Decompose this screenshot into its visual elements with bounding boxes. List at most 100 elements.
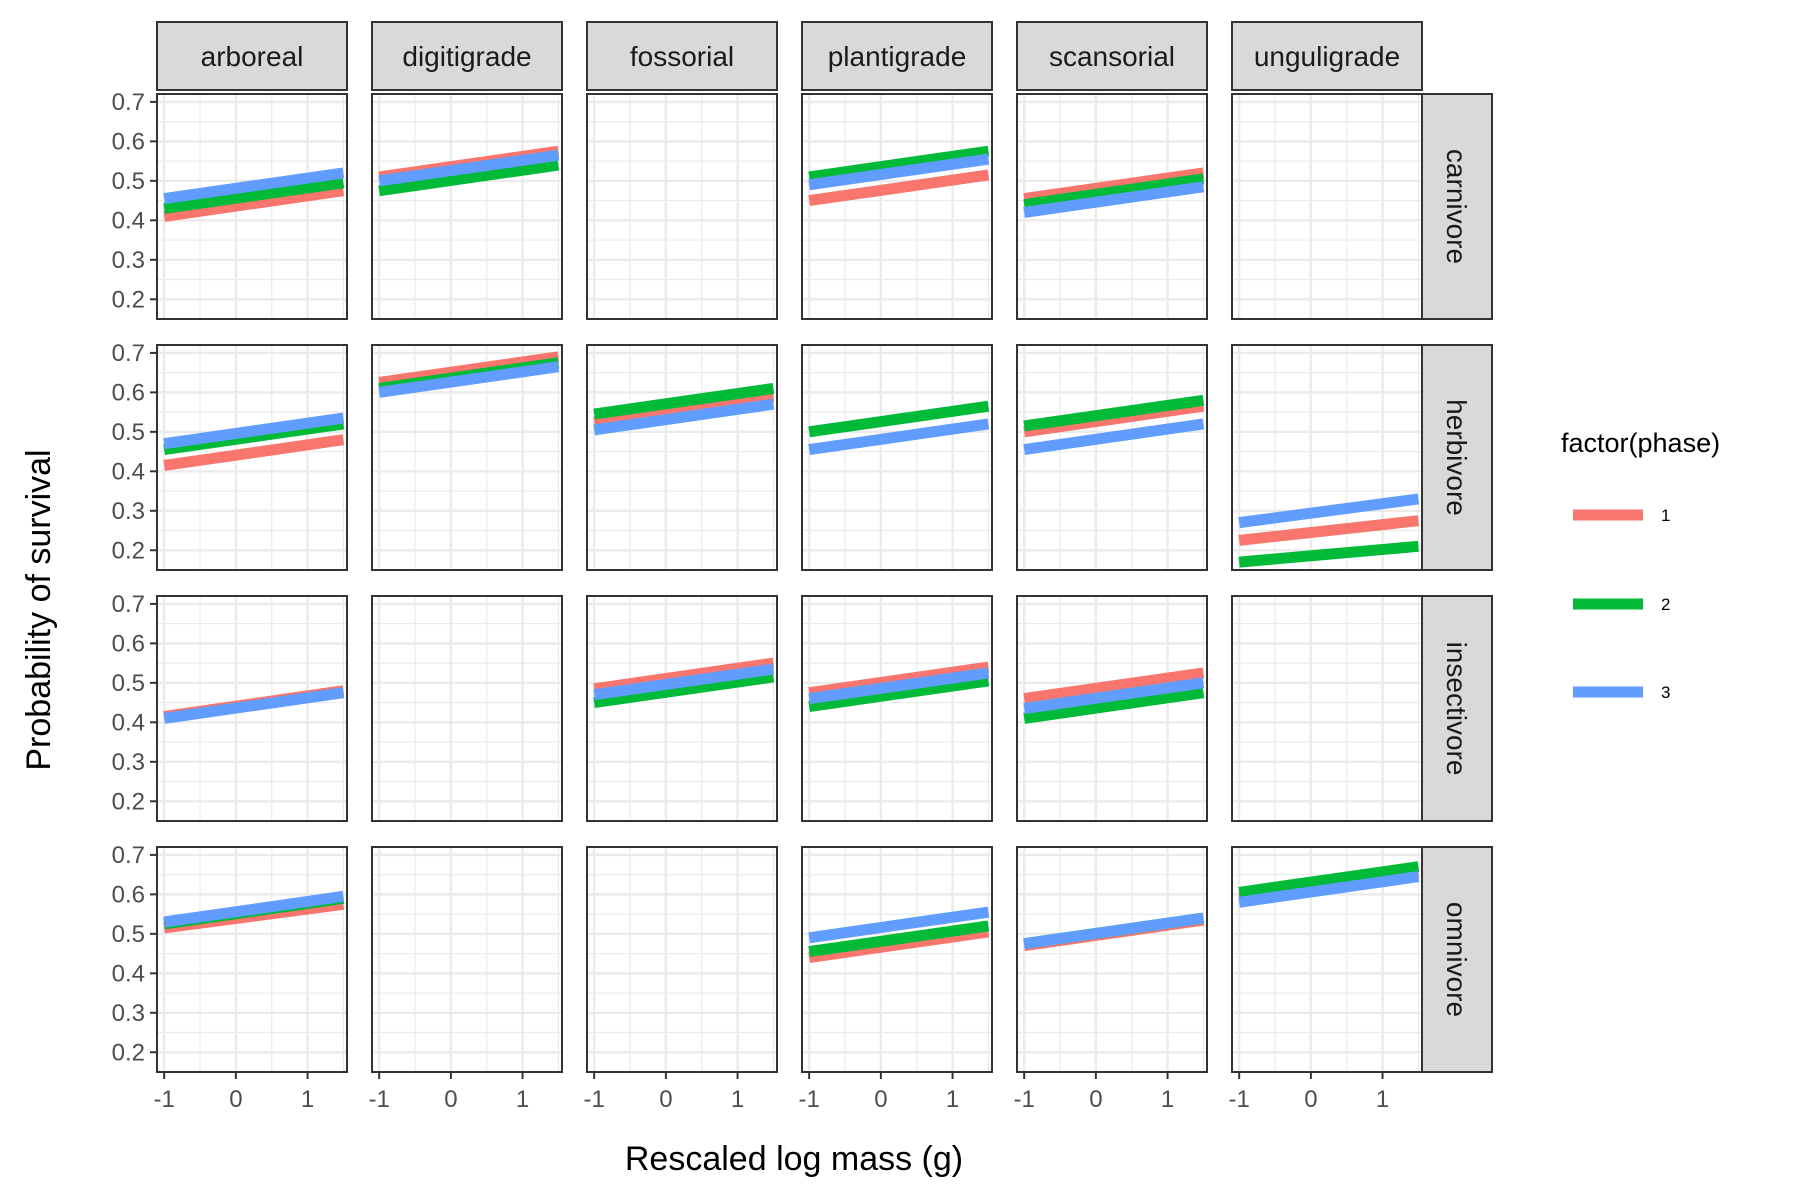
y-tick-label: 0.7 [112, 591, 145, 618]
series-line-phase-2 [808, 400, 990, 438]
panel-insectivore-fossorial [586, 595, 778, 822]
legend-title: factor(phase) [1561, 428, 1720, 458]
series-line-phase-3 [163, 167, 345, 205]
y-tick-label: 0.3 [112, 247, 145, 274]
panel-background [587, 345, 777, 570]
panel-carnivore-plantigrade [801, 93, 993, 320]
column-strip-scansorial [1016, 21, 1208, 91]
panel-omnivore-unguligrade [1231, 846, 1423, 1073]
series-line-phase-1 [163, 185, 345, 222]
y-tick-label: 0.6 [112, 881, 145, 908]
panel-herbivore-digitigrade [371, 344, 563, 571]
panel-border [801, 344, 993, 571]
column-strip-label: digitigrade [402, 41, 531, 72]
panel-border [371, 344, 563, 571]
y-tick-label: 0.5 [112, 168, 145, 195]
panel-border [371, 595, 563, 822]
panel-border [371, 93, 563, 320]
series-line-phase-3 [1023, 418, 1205, 456]
panel-border [1016, 595, 1208, 822]
panel-carnivore-arboreal [156, 93, 348, 320]
series-line-phase-1 [378, 351, 560, 388]
y-tick-label: 0.4 [112, 207, 145, 234]
legend-label: 3 [1661, 683, 1670, 702]
panel-carnivore-digitigrade [371, 93, 563, 320]
y-tick-label: 0.5 [112, 670, 145, 697]
panel-background [802, 94, 992, 319]
x-tick-label: 1 [301, 1086, 314, 1113]
x-tick-label: 1 [731, 1086, 744, 1113]
panel-herbivore-arboreal [156, 344, 348, 571]
row-strip-label: herbivore [1441, 399, 1472, 516]
x-axis-title: Rescaled log mass (g) [625, 1140, 963, 1178]
legend-label: 1 [1661, 506, 1670, 525]
panel-background [587, 847, 777, 1072]
panel-border [1016, 93, 1208, 320]
x-tick-label: -1 [1228, 1086, 1249, 1113]
panel-omnivore-arboreal [156, 846, 348, 1073]
panel-border [801, 846, 993, 1073]
legend-label: 2 [1661, 595, 1670, 614]
y-tick-label: 0.7 [112, 89, 145, 116]
panel-border [801, 595, 993, 822]
column-strip-label: fossorial [630, 41, 734, 72]
panel-background [1017, 345, 1207, 570]
y-tick-label: 0.6 [112, 379, 145, 406]
series-line-phase-3 [808, 906, 990, 944]
series-line-phase-2 [808, 675, 990, 712]
y-tick-label: 0.3 [112, 1000, 145, 1027]
series-line-phase-1 [593, 657, 775, 695]
panel-border [156, 595, 348, 822]
x-tick-label: 0 [444, 1086, 457, 1113]
x-tick-label: 0 [874, 1086, 887, 1113]
y-tick-label: 0.2 [112, 537, 145, 564]
panel-insectivore-digitigrade [371, 595, 563, 822]
y-tick-label: 0.3 [112, 749, 145, 776]
series-line-phase-1 [808, 169, 990, 207]
panel-border [586, 344, 778, 571]
panel-carnivore-fossorial [586, 93, 778, 320]
series-line-phase-3 [808, 667, 990, 705]
panel-insectivore-plantigrade [801, 595, 993, 822]
series-line-phase-3 [1238, 871, 1420, 908]
y-tick-label: 0.5 [112, 921, 145, 948]
series-line-phase-3 [808, 418, 990, 456]
series-line-phase-3 [378, 149, 560, 187]
series-line-phase-2 [378, 159, 560, 197]
series-line-phase-1 [593, 390, 775, 428]
x-tick-label: -1 [153, 1086, 174, 1113]
row-strip-carnivore [1421, 93, 1493, 320]
series-line-phase-1 [163, 434, 345, 471]
panel-background [372, 94, 562, 319]
panel-border [1231, 846, 1423, 1073]
y-tick-label: 0.6 [112, 128, 145, 155]
panel-border [1231, 93, 1423, 320]
column-strip-fossorial [586, 21, 778, 91]
series-line-phase-2 [1023, 173, 1205, 210]
series-line-phase-1 [1023, 167, 1205, 205]
y-tick-label: 0.5 [112, 419, 145, 446]
panel-insectivore-scansorial [1016, 595, 1208, 822]
y-tick-label: 0.7 [112, 340, 145, 367]
x-tick-label: 0 [229, 1086, 242, 1113]
y-tick-label: 0.4 [112, 458, 145, 485]
series-line-phase-2 [593, 382, 775, 420]
series-line-phase-2 [1238, 861, 1420, 898]
series-line-phase-2 [593, 671, 775, 709]
column-strip-label: plantigrade [828, 41, 967, 72]
y-tick-label: 0.2 [112, 1039, 145, 1066]
panel-border [156, 846, 348, 1073]
panel-carnivore-scansorial [1016, 93, 1208, 320]
series-line-phase-2 [1023, 687, 1205, 724]
row-strip-omnivore [1421, 846, 1493, 1073]
x-tick-label: 1 [1161, 1086, 1174, 1113]
column-strip-arboreal [156, 21, 348, 91]
panel-background [372, 596, 562, 821]
series-line-phase-2 [163, 418, 345, 456]
column-strip-label: arboreal [201, 41, 304, 72]
panel-border [586, 595, 778, 822]
panel-herbivore-unguligrade [1231, 344, 1423, 571]
series-line-phase-3 [1238, 493, 1420, 529]
panel-omnivore-plantigrade [801, 846, 993, 1073]
series-line-phase-3 [163, 687, 345, 724]
